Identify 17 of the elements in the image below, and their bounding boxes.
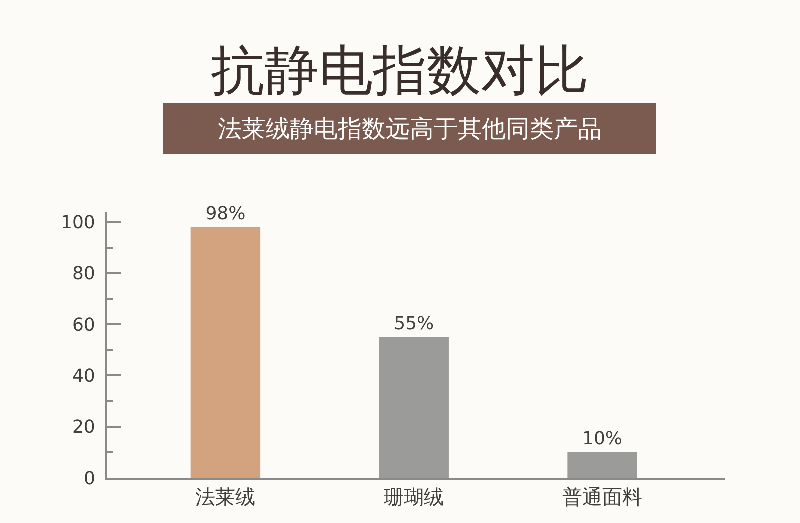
x-tick-label: 普通面料 (562, 485, 643, 509)
bar (568, 452, 638, 478)
y-tick-label: 100 (61, 212, 96, 234)
y-tick-label: 80 (72, 264, 96, 285)
y-tick-label: 20 (72, 417, 96, 438)
y-tick-label: 60 (72, 314, 96, 336)
chart-title: 抗静电指数对比 (211, 38, 589, 102)
data-label: 98% (206, 203, 246, 224)
y-tick-label: 40 (72, 366, 96, 387)
data-label: 55% (394, 313, 434, 334)
chart-subtitle: 法莱绒静电指数远高于其他同类产品 (218, 115, 602, 143)
x-tick-label: 法莱绒 (196, 485, 256, 509)
bar (379, 337, 449, 478)
y-tick-label: 0 (84, 468, 96, 490)
bar (190, 227, 261, 478)
x-tick-label: 珊瑚绒 (384, 485, 444, 509)
data-label: 10% (582, 428, 623, 450)
